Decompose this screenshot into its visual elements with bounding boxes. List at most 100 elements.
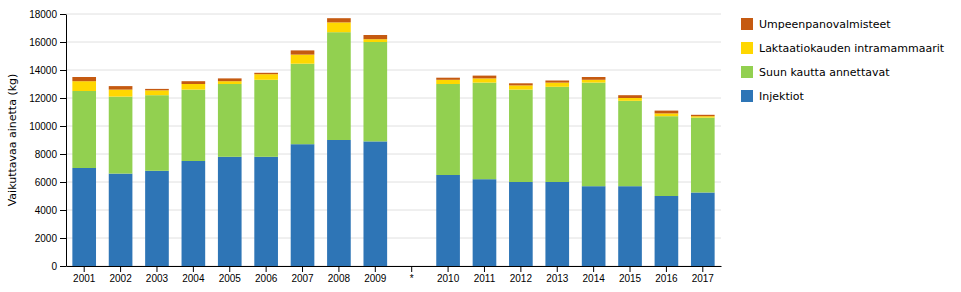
bar [218, 157, 242, 266]
legend-item: Laktaatiokauden intramammaarit [741, 42, 945, 55]
bar [545, 182, 569, 266]
x-tick-mark [593, 266, 594, 272]
grid-line [66, 14, 721, 15]
bar [545, 87, 569, 182]
bar [436, 175, 460, 266]
grid [66, 14, 721, 266]
y-tick-label: 18000 [29, 9, 57, 20]
legend-swatch [741, 90, 753, 102]
y-tick-mark [60, 266, 66, 267]
bar [582, 83, 606, 187]
bar [218, 84, 242, 157]
y-tick-mark [60, 182, 66, 183]
x-tick: 2006 [255, 266, 278, 284]
legend-swatch [741, 18, 753, 30]
legend-item: Injektiot [741, 90, 805, 103]
x-tick-mark [120, 266, 121, 272]
bar [182, 161, 206, 266]
y-axis-title: Vaikuttavaa ainetta (kg) [6, 74, 19, 207]
bar [72, 77, 96, 81]
x-tick-label: 2007 [291, 273, 314, 284]
bar [618, 101, 642, 186]
x-tick: 2013 [546, 266, 569, 284]
x-tick-label: 2014 [583, 273, 606, 284]
grid-line [66, 70, 721, 71]
legend-item: Suun kautta annettavat [741, 66, 890, 79]
x-tick-mark [557, 266, 558, 272]
y-tick-mark [60, 70, 66, 71]
y-tick-label: 16000 [29, 37, 57, 48]
bar [436, 78, 460, 80]
y-tick: 4000 [35, 205, 66, 216]
x-tick-label: 2002 [109, 273, 132, 284]
bar [254, 73, 278, 74]
x-tick-label: 2013 [546, 273, 569, 284]
y-tick-mark [60, 98, 66, 99]
legend-swatch [741, 42, 753, 54]
x-tick-label: 2010 [437, 273, 460, 284]
bar [109, 86, 133, 90]
bar [545, 81, 569, 83]
y-tick-label: 0 [51, 261, 57, 272]
bar [436, 84, 460, 175]
bars [72, 18, 714, 266]
bar [291, 64, 315, 145]
legend-label: Injektiot [759, 90, 805, 103]
x-tick: 2007 [291, 266, 314, 284]
x-tick: 2009 [364, 266, 387, 284]
x-tick: 2011 [474, 266, 496, 284]
x-tick: 2005 [219, 266, 242, 284]
bar [655, 116, 679, 196]
bar [473, 78, 497, 82]
bar [218, 78, 242, 81]
bar [691, 118, 715, 193]
y-tick-mark [60, 126, 66, 127]
y-tick-mark [60, 238, 66, 239]
bar [109, 97, 133, 174]
bar [182, 90, 206, 161]
bar [473, 179, 497, 266]
bar [182, 84, 206, 90]
x-tick-label: 2009 [364, 273, 387, 284]
bar [72, 168, 96, 266]
bar [509, 83, 533, 85]
bar [473, 76, 497, 79]
series [72, 22, 714, 117]
bar [400, 266, 424, 267]
bar [363, 39, 387, 42]
bar [473, 83, 497, 180]
bar [291, 50, 315, 54]
x-tick: 2010 [437, 266, 460, 284]
legend-label: Umpeenpanovalmisteet [759, 18, 891, 31]
y-axis: 0200040006000800010000120001400016000180… [29, 9, 66, 272]
y-tick: 10000 [29, 121, 66, 132]
series [72, 32, 714, 196]
x-tick-mark [302, 266, 303, 272]
x-tick-mark [666, 266, 667, 272]
legend-item: Umpeenpanovalmisteet [741, 18, 891, 31]
x-tick-label: * [410, 273, 414, 284]
bar [254, 80, 278, 157]
x-tick-label: 2005 [219, 273, 242, 284]
y-tick-label: 12000 [29, 93, 57, 104]
bar [182, 81, 206, 84]
y-tick-label: 6000 [35, 177, 58, 188]
legend-label: Laktaatiokauden intramammaarit [759, 42, 945, 55]
y-tick: 18000 [29, 9, 66, 20]
bar [72, 81, 96, 91]
x-tick-mark [484, 266, 485, 272]
bar [655, 113, 679, 116]
y-tick: 8000 [35, 149, 66, 160]
y-tick-label: 10000 [29, 121, 57, 132]
legend-swatch [741, 66, 753, 78]
x-tick: 2002 [109, 266, 132, 284]
bar [545, 83, 569, 87]
bar [400, 266, 424, 267]
x-tick: 2003 [146, 266, 169, 284]
bar [582, 186, 606, 266]
legend: Umpeenpanovalmisteet Laktaatiokauden intr… [741, 18, 945, 103]
x-tick-mark [630, 266, 631, 272]
x-tick-label: 2015 [619, 273, 642, 284]
x-tick-mark [84, 266, 85, 272]
y-tick: 16000 [29, 37, 66, 48]
